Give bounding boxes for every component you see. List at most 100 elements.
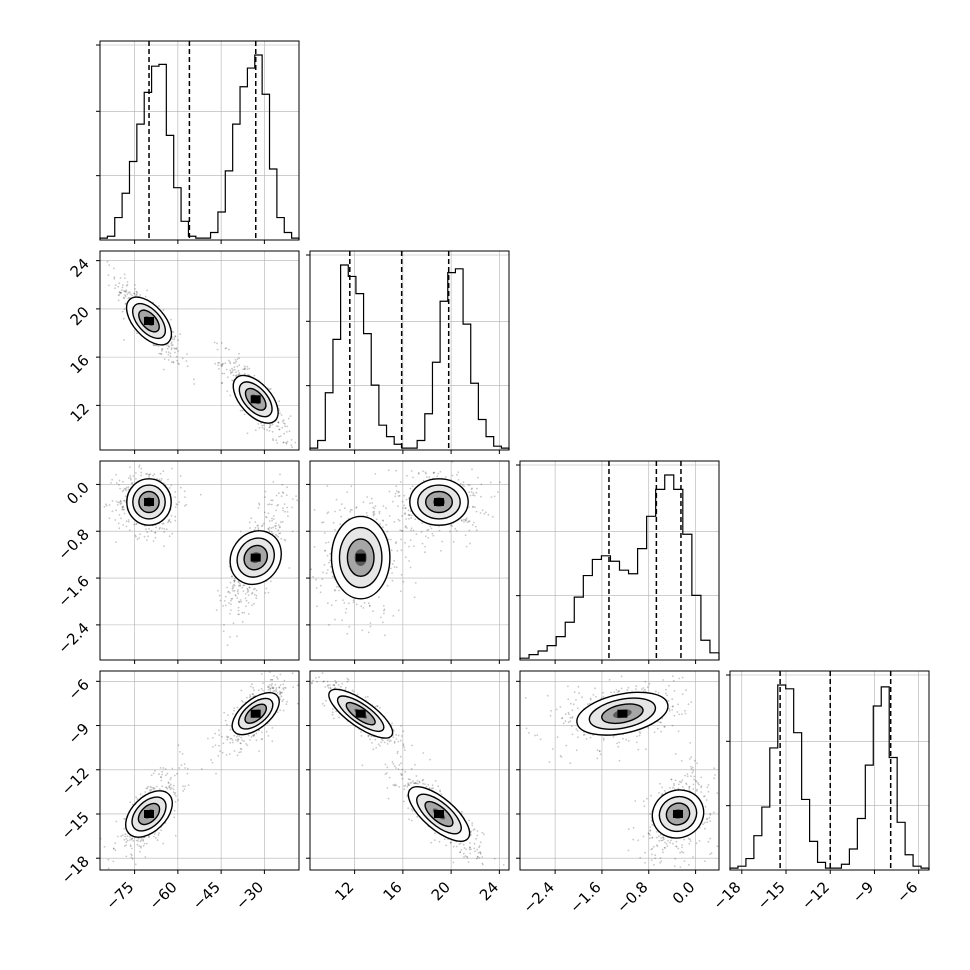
sample-point xyxy=(395,566,398,569)
sample-point xyxy=(339,523,342,526)
sample-point xyxy=(413,782,415,784)
sample-point xyxy=(673,690,676,692)
sample-point xyxy=(136,332,138,335)
sample-point xyxy=(327,687,330,689)
sample-point xyxy=(127,488,130,491)
sample-point xyxy=(388,740,391,743)
sample-point xyxy=(253,733,256,736)
sample-point xyxy=(271,423,274,426)
sample-point xyxy=(690,756,693,759)
sample-point xyxy=(430,841,433,844)
sample-point xyxy=(627,740,630,742)
sample-point xyxy=(439,790,441,793)
sample-point xyxy=(400,574,403,576)
sample-point xyxy=(269,684,271,686)
sample-point xyxy=(174,335,177,338)
sample-point xyxy=(123,487,126,490)
sample-point xyxy=(402,800,405,803)
sample-point xyxy=(464,855,467,857)
sample-point xyxy=(690,767,693,770)
sample-point xyxy=(361,629,364,632)
sample-point xyxy=(233,734,236,737)
sample-point xyxy=(324,549,326,552)
sample-point xyxy=(452,861,455,864)
sample-point xyxy=(327,684,330,686)
sample-point xyxy=(118,479,121,482)
sample-point xyxy=(288,430,291,433)
sample-point xyxy=(272,438,274,440)
sample-point xyxy=(406,474,408,477)
sample-point xyxy=(238,352,240,355)
sample-point xyxy=(632,838,635,841)
sample-point xyxy=(462,852,465,855)
sample-point xyxy=(281,483,284,486)
sample-point xyxy=(261,426,264,429)
sample-point xyxy=(335,599,337,602)
density-peak-1 xyxy=(250,553,261,562)
sample-point xyxy=(158,305,160,307)
sample-point xyxy=(387,538,390,541)
sample-point xyxy=(289,415,292,417)
sample-point xyxy=(316,605,318,608)
sample-point xyxy=(172,331,175,333)
sample-point xyxy=(335,710,338,713)
sample-point xyxy=(183,763,186,765)
sample-point xyxy=(692,783,695,786)
sample-point xyxy=(684,709,686,712)
sample-point xyxy=(684,774,686,777)
sample-point xyxy=(468,846,471,849)
sample-point xyxy=(430,527,433,530)
sample-point xyxy=(170,344,173,347)
sample-point xyxy=(392,784,395,786)
sample-point xyxy=(410,514,413,517)
sample-point xyxy=(386,766,389,769)
sample-point xyxy=(125,838,128,840)
sample-point xyxy=(333,684,336,687)
sample-point xyxy=(238,364,241,367)
sample-point xyxy=(643,805,646,807)
sample-point xyxy=(369,502,371,505)
sample-point xyxy=(370,735,373,738)
sample-point xyxy=(613,691,616,694)
sample-point xyxy=(451,525,454,527)
sample-point xyxy=(555,708,558,711)
sample-point xyxy=(221,751,224,754)
sample-point xyxy=(651,847,654,850)
sample-point xyxy=(248,586,251,589)
sample-point xyxy=(479,841,482,844)
sample-point xyxy=(236,590,239,593)
sample-point xyxy=(155,526,158,529)
sample-point xyxy=(459,842,462,845)
sample-point xyxy=(184,767,187,769)
sample-point xyxy=(222,742,225,745)
sample-point xyxy=(222,630,225,633)
xtick-label-1-2: 20 xyxy=(428,878,454,904)
sample-point xyxy=(391,500,394,503)
sample-point xyxy=(682,851,685,854)
sample-point xyxy=(481,863,484,866)
sample-point xyxy=(401,515,403,517)
sample-point xyxy=(126,283,129,286)
sample-point xyxy=(178,767,181,769)
sample-point xyxy=(493,495,496,498)
sample-point xyxy=(681,779,684,782)
sample-point xyxy=(475,525,477,528)
sample-point xyxy=(691,766,694,769)
sample-point xyxy=(460,519,463,521)
sample-point xyxy=(224,347,227,350)
sample-point xyxy=(251,592,253,595)
sample-point xyxy=(470,830,472,833)
sample-point xyxy=(401,777,404,780)
sample-point xyxy=(253,734,256,737)
sample-point xyxy=(215,772,217,775)
sample-point xyxy=(173,337,176,339)
sample-point xyxy=(270,580,272,583)
sample-point xyxy=(310,568,313,571)
sample-point xyxy=(393,521,396,523)
sample-point xyxy=(386,787,389,789)
sample-point xyxy=(427,537,430,539)
sample-point xyxy=(239,599,242,601)
sample-point xyxy=(138,466,141,468)
sample-point xyxy=(268,426,271,429)
sample-point xyxy=(661,793,663,795)
